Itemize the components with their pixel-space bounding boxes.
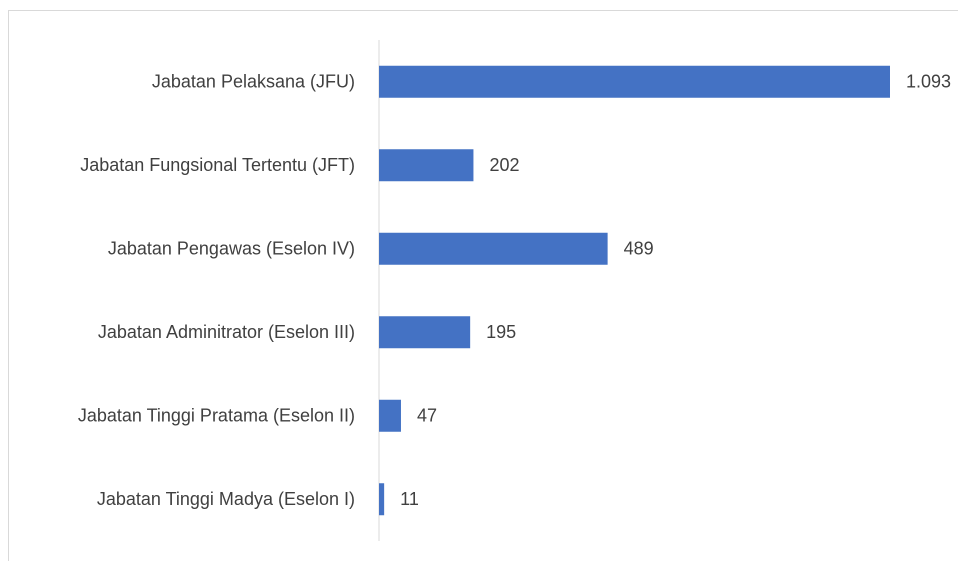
- data-label: 11: [400, 489, 419, 509]
- category-label: Jabatan Fungsional Tertentu (JFT): [80, 155, 355, 175]
- bar: [379, 149, 474, 182]
- data-label: 47: [417, 406, 437, 426]
- data-label: 489: [624, 239, 654, 259]
- data-label: 202: [489, 155, 519, 175]
- category-label: Jabatan Tinggi Madya (Eselon I): [97, 489, 355, 509]
- bar: [379, 65, 890, 98]
- category-label: Jabatan Tinggi Pratama (Eselon II): [78, 406, 355, 426]
- category-label: Jabatan Adminitrator (Eselon III): [98, 322, 355, 342]
- bar: [379, 483, 385, 516]
- bar: [379, 399, 401, 432]
- data-label: 195: [486, 322, 516, 342]
- chart-frame: [8, 10, 958, 561]
- data-label: 1.093: [906, 72, 951, 92]
- category-label: Jabatan Pengawas (Eselon IV): [108, 239, 355, 259]
- category-label: Jabatan Pelaksana (JFU): [152, 72, 355, 92]
- bar: [379, 232, 608, 265]
- bar: [379, 316, 471, 349]
